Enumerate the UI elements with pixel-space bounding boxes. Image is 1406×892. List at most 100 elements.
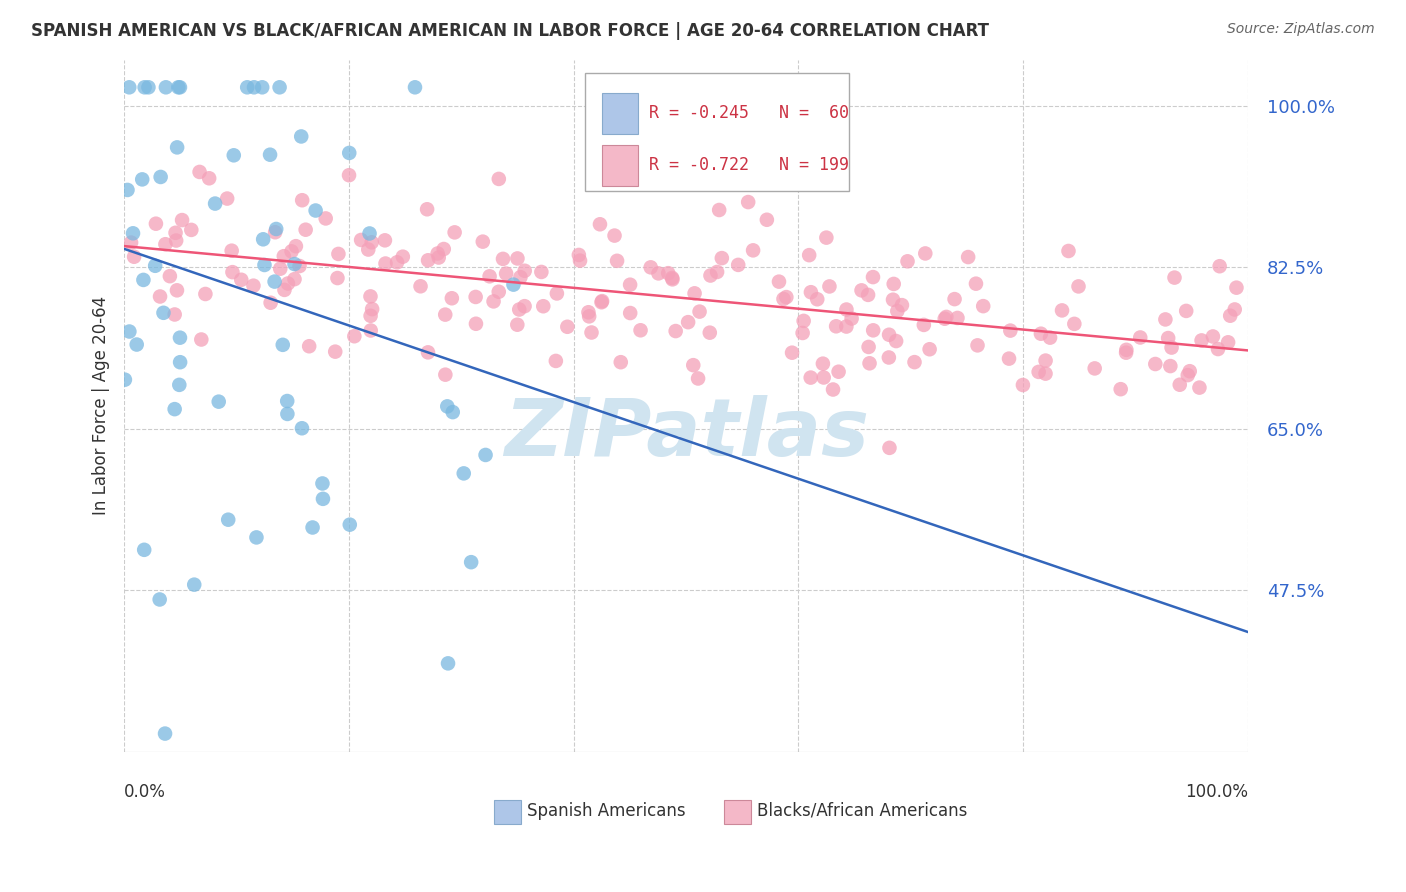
Point xyxy=(269,80,291,95)
Point xyxy=(699,268,721,283)
Text: 0.0%: 0.0% xyxy=(124,783,166,801)
Point xyxy=(1115,343,1137,357)
Point xyxy=(818,279,841,293)
Point xyxy=(118,325,141,339)
Point xyxy=(676,315,699,329)
Point xyxy=(946,310,969,325)
Point xyxy=(821,383,844,397)
Point xyxy=(1157,331,1180,345)
Point xyxy=(858,340,880,354)
Point xyxy=(264,222,287,236)
Point xyxy=(1129,330,1152,344)
Point xyxy=(806,292,828,306)
Point xyxy=(1219,309,1241,323)
Point xyxy=(890,298,912,312)
Point xyxy=(502,277,524,292)
Point xyxy=(460,555,482,569)
Point xyxy=(1115,345,1137,359)
Point xyxy=(153,726,176,740)
Point xyxy=(862,270,884,285)
Point xyxy=(603,228,626,243)
Point xyxy=(416,253,439,268)
Point xyxy=(647,266,669,280)
Point xyxy=(813,370,835,384)
Point xyxy=(253,258,276,272)
Point xyxy=(250,80,273,95)
Point xyxy=(710,251,733,265)
Point xyxy=(441,405,464,419)
Point xyxy=(800,370,823,384)
Point xyxy=(506,252,529,266)
Point xyxy=(131,172,153,186)
Point xyxy=(118,80,141,95)
Point xyxy=(236,80,259,95)
Text: R = -0.245   N =  60: R = -0.245 N = 60 xyxy=(650,104,849,122)
Point xyxy=(683,286,706,301)
Point xyxy=(263,275,285,289)
Point xyxy=(862,323,884,337)
Point xyxy=(163,308,186,322)
Point xyxy=(827,365,849,379)
Point xyxy=(780,345,803,359)
Point xyxy=(509,270,531,285)
Point xyxy=(360,235,382,250)
Point xyxy=(208,394,231,409)
Point xyxy=(578,305,600,319)
Point xyxy=(640,260,662,275)
Point xyxy=(155,237,177,252)
Point xyxy=(434,368,457,382)
Point xyxy=(943,292,966,306)
Point xyxy=(288,259,311,273)
Point xyxy=(301,520,323,534)
Point xyxy=(530,265,553,279)
Point xyxy=(145,217,167,231)
Point xyxy=(453,467,475,481)
Point xyxy=(1028,365,1050,379)
Point xyxy=(966,338,988,352)
Point xyxy=(276,407,298,421)
Point xyxy=(198,171,221,186)
Point xyxy=(775,290,797,304)
Point xyxy=(426,246,449,260)
Point xyxy=(1225,280,1247,294)
Point xyxy=(259,147,281,161)
Point xyxy=(661,272,683,286)
Point xyxy=(606,253,628,268)
Point xyxy=(276,394,298,409)
Point xyxy=(1154,312,1177,326)
Point xyxy=(404,80,426,95)
Point xyxy=(619,277,641,292)
Point xyxy=(1191,334,1213,348)
Point xyxy=(772,292,794,306)
Point xyxy=(271,338,294,352)
Point xyxy=(508,302,530,317)
Point xyxy=(488,172,510,186)
Point xyxy=(188,165,211,179)
Point xyxy=(122,227,145,241)
Point xyxy=(280,244,302,259)
Point xyxy=(361,302,384,317)
Point xyxy=(957,250,980,264)
Point xyxy=(877,351,900,365)
Point xyxy=(149,592,172,607)
Point xyxy=(1178,364,1201,378)
Text: 100.0%: 100.0% xyxy=(1185,783,1249,801)
Point xyxy=(360,324,382,338)
Point xyxy=(114,373,136,387)
Point xyxy=(252,232,274,246)
Point xyxy=(155,80,177,95)
Point xyxy=(169,80,191,95)
Point xyxy=(374,256,396,270)
Point xyxy=(1035,367,1057,381)
Point xyxy=(815,230,838,244)
Point xyxy=(630,323,652,337)
Point xyxy=(427,251,450,265)
Point xyxy=(284,239,307,253)
Point xyxy=(245,530,267,544)
Point xyxy=(825,319,848,334)
Point xyxy=(437,657,460,671)
FancyBboxPatch shape xyxy=(602,145,638,186)
Point xyxy=(440,291,463,305)
Point xyxy=(965,277,987,291)
Point xyxy=(159,269,181,284)
